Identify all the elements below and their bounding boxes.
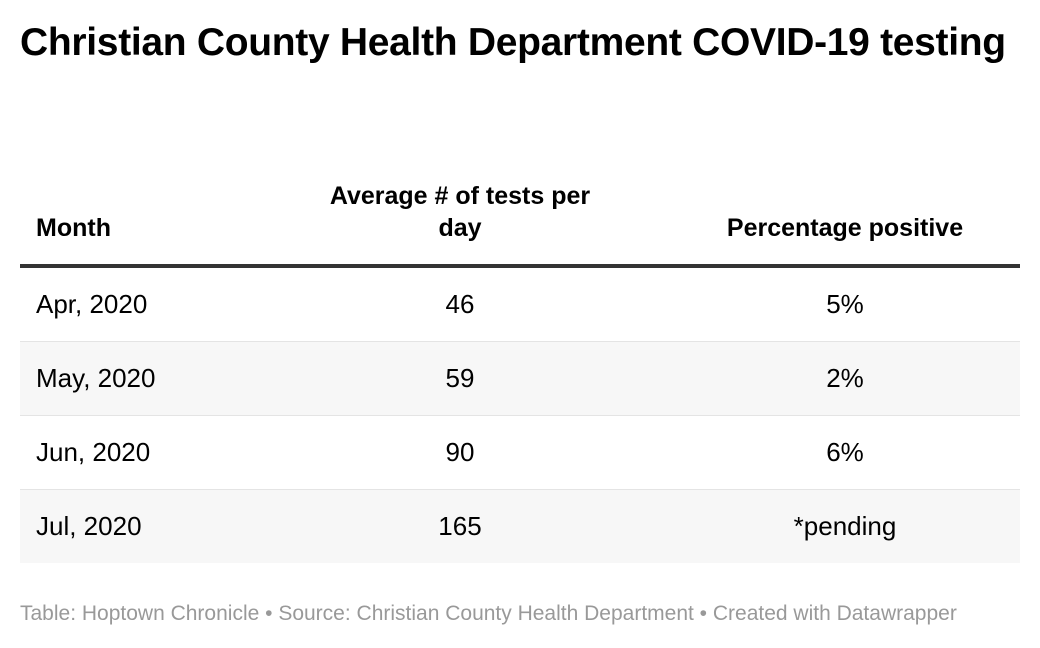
cell-tests: 165: [438, 511, 482, 541]
column-header-positive: Percentage positive: [726, 214, 964, 242]
cell-month: May, 2020: [36, 363, 156, 393]
table-row: Apr, 2020 46 5%: [20, 268, 1020, 342]
cell-tests: 46: [445, 289, 475, 319]
cell-positive: 5%: [826, 289, 864, 319]
cell-month: Apr, 2020: [36, 289, 148, 319]
table-row: Jul, 2020 165 *pending: [20, 490, 1020, 563]
table-row: Jun, 2020 90 6%: [20, 416, 1020, 490]
cell-tests: 90: [445, 437, 475, 467]
cell-positive: 6%: [826, 437, 864, 467]
cell-positive: 2%: [826, 363, 864, 393]
cell-month: Jul, 2020: [36, 511, 142, 541]
column-header-tests: Average # of tests per day: [329, 182, 591, 242]
cell-tests: 59: [445, 363, 475, 393]
table-header: Month Average # of tests per day Percent…: [20, 176, 1020, 268]
cell-month: Jun, 2020: [36, 437, 151, 467]
chart-footer: Table: Hoptown Chronicle • Source: Chris…: [20, 602, 957, 625]
cell-positive: *pending: [793, 511, 897, 541]
data-table: Month Average # of tests per day Percent…: [20, 176, 1020, 563]
chart-title: Christian County Health Department COVID…: [20, 21, 1006, 64]
table-row: May, 2020 59 2%: [20, 342, 1020, 416]
column-header-month: Month: [36, 214, 111, 242]
